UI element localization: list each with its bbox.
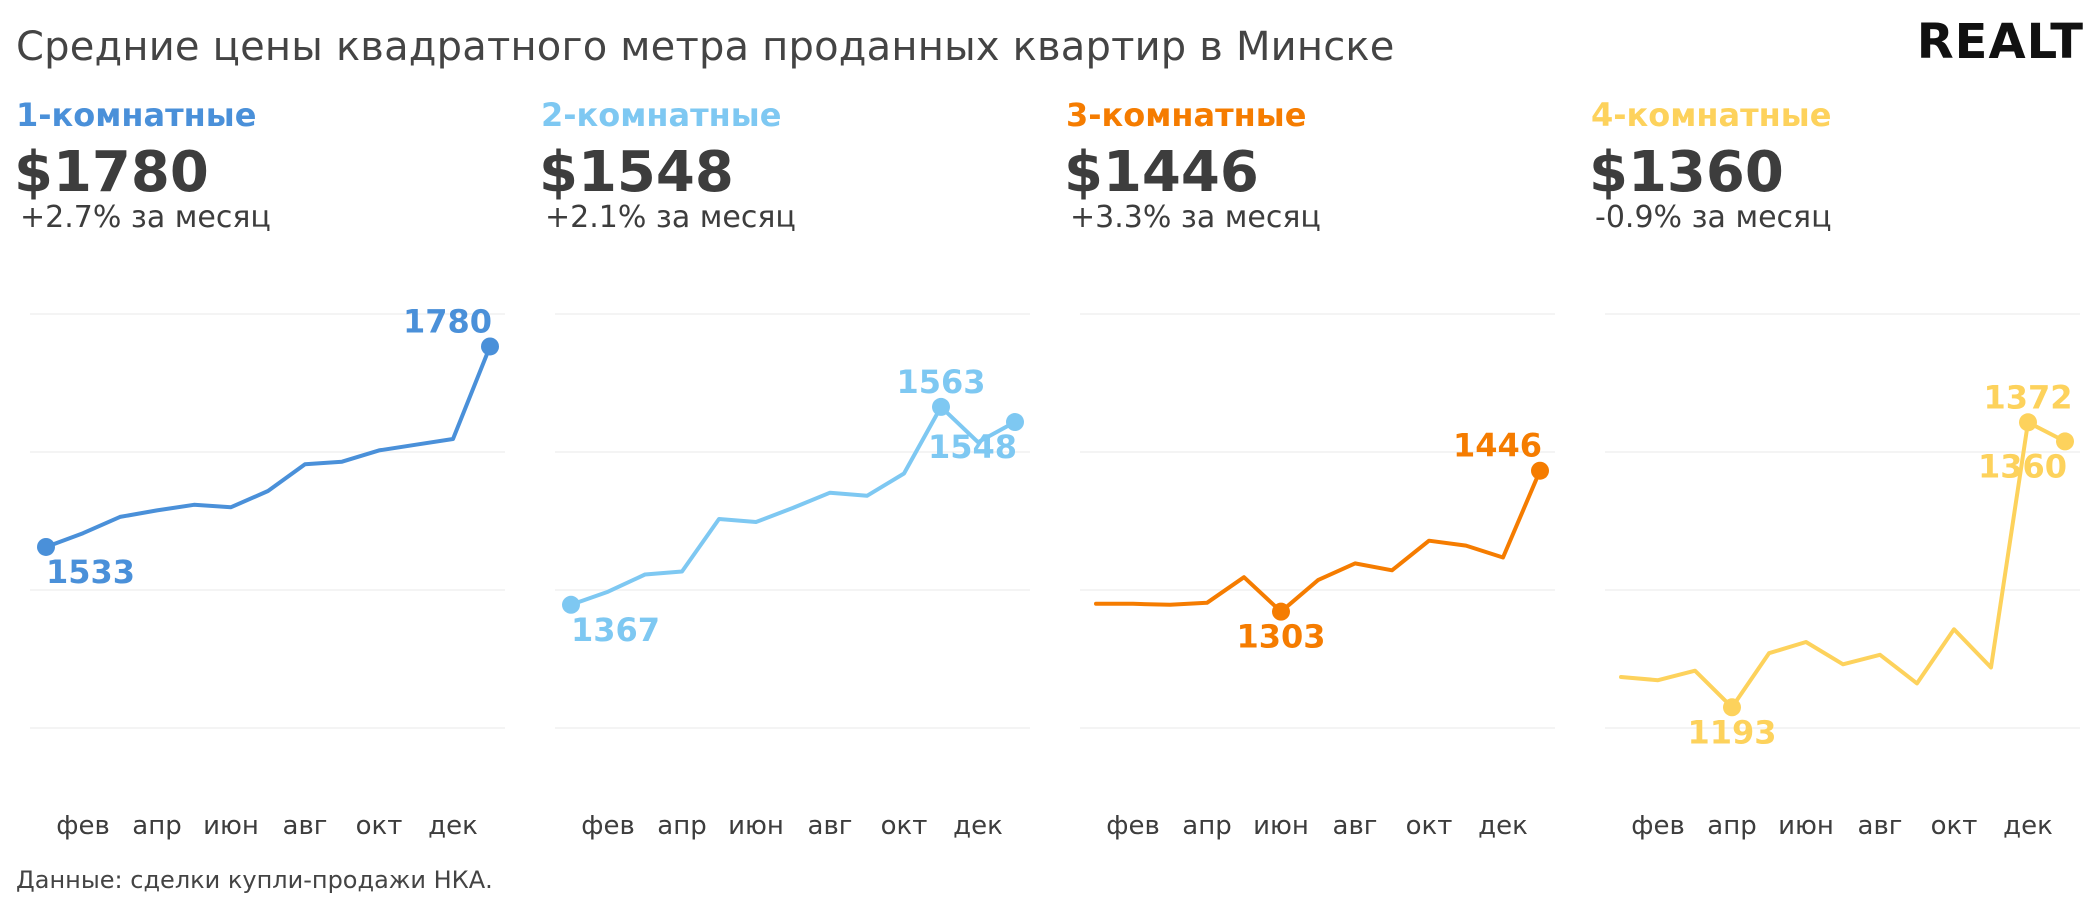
data-point <box>2056 432 2074 451</box>
panel-change: -0.9% за месяц <box>1595 200 1832 235</box>
x-tick-label: авг <box>283 811 328 841</box>
line-chart: фев апр июн авг окт дек 1193 1372 1360 <box>1605 313 2080 841</box>
data-label: 1563 <box>896 363 985 401</box>
panel-change: +2.7% за месяц <box>20 200 271 235</box>
x-tick-label: июн <box>1778 811 1834 841</box>
data-source-footer: Данные: сделки купли-продажи НКА. <box>16 866 493 894</box>
x-tick-label: дек <box>428 811 478 841</box>
x-tick-label: окт <box>881 811 928 841</box>
x-tick-label: окт <box>1406 811 1453 841</box>
data-point <box>1272 602 1290 621</box>
x-tick-label: фев <box>1106 811 1160 841</box>
data-point <box>562 595 580 614</box>
chart-title: Средние цены квадратного метра проданных… <box>16 24 1395 70</box>
data-label: 1303 <box>1236 618 1325 656</box>
x-tick-label: июн <box>728 811 784 841</box>
x-tick-label: апр <box>657 811 706 841</box>
data-point <box>37 537 55 556</box>
panel-title: 4-комнатные <box>1591 96 1832 134</box>
panel-price: $1446 <box>1064 140 1259 205</box>
panel-price: $1548 <box>539 140 734 205</box>
x-tick-label: фев <box>56 811 110 841</box>
panel-price: $1360 <box>1589 140 1784 205</box>
x-tick-label: апр <box>132 811 181 841</box>
data-point <box>2019 413 2037 432</box>
line-chart: фев апр июн авг окт дек 1533 1780 <box>30 302 505 841</box>
series-line <box>1619 420 2067 710</box>
data-label: 1533 <box>46 553 135 591</box>
panel-change: +2.1% за месяц <box>545 200 796 235</box>
x-tick-label: дек <box>1478 811 1528 841</box>
data-label: 1372 <box>1983 378 2072 416</box>
x-tick-label: фев <box>581 811 635 841</box>
x-tick-label: июн <box>203 811 259 841</box>
x-tick-label: июн <box>1253 811 1309 841</box>
x-tick-label: окт <box>356 811 403 841</box>
data-point <box>1723 698 1741 717</box>
data-label: 1360 <box>1978 447 2067 485</box>
line-chart: фев апр июн авг окт дек 1367 1563 1548 <box>555 313 1030 841</box>
data-label: 1446 <box>1453 427 1542 465</box>
panel-1: 1-комнатные $1780 +2.7% за месяц фев апр и… <box>0 0 525 860</box>
x-tick-label: авг <box>808 811 853 841</box>
x-tick-label: дек <box>2003 811 2053 841</box>
data-label: 1548 <box>928 428 1017 466</box>
data-point <box>1531 461 1549 480</box>
data-label: 1780 <box>403 302 492 340</box>
data-point <box>932 397 950 416</box>
data-label: 1367 <box>571 611 660 649</box>
series-line <box>1094 468 1542 614</box>
panel-title: 1-комнатные <box>16 96 257 134</box>
data-label: 1193 <box>1687 713 1776 751</box>
panel-2: 2-комнатные $1548 +2.1% за месяц фев апр и… <box>525 0 1050 860</box>
data-point <box>1006 413 1024 432</box>
x-tick-label: авг <box>1333 811 1378 841</box>
realt-logo: REALT <box>1916 14 2084 70</box>
series-line <box>44 344 492 549</box>
x-tick-label: окт <box>1931 811 1978 841</box>
data-point <box>481 337 499 356</box>
panel-change: +3.3% за месяц <box>1070 200 1321 235</box>
panel-title: 2-комнатные <box>541 96 782 134</box>
x-tick-label: фев <box>1631 811 1685 841</box>
panel-price: $1780 <box>14 140 209 205</box>
x-tick-label: дек <box>953 811 1003 841</box>
panel-3: 3-комнатные $1446 +3.3% за месяц фев апр и… <box>1050 0 1575 860</box>
panel-title: 3-комнатные <box>1066 96 1307 134</box>
line-chart: фев апр июн авг окт дек 1303 1446 <box>1080 313 1555 841</box>
x-tick-label: авг <box>1858 811 1903 841</box>
x-tick-label: апр <box>1182 811 1231 841</box>
panel-4: 4-комнатные $1360 -0.9% за месяц фев апр и… <box>1575 0 2100 860</box>
x-tick-label: апр <box>1707 811 1756 841</box>
